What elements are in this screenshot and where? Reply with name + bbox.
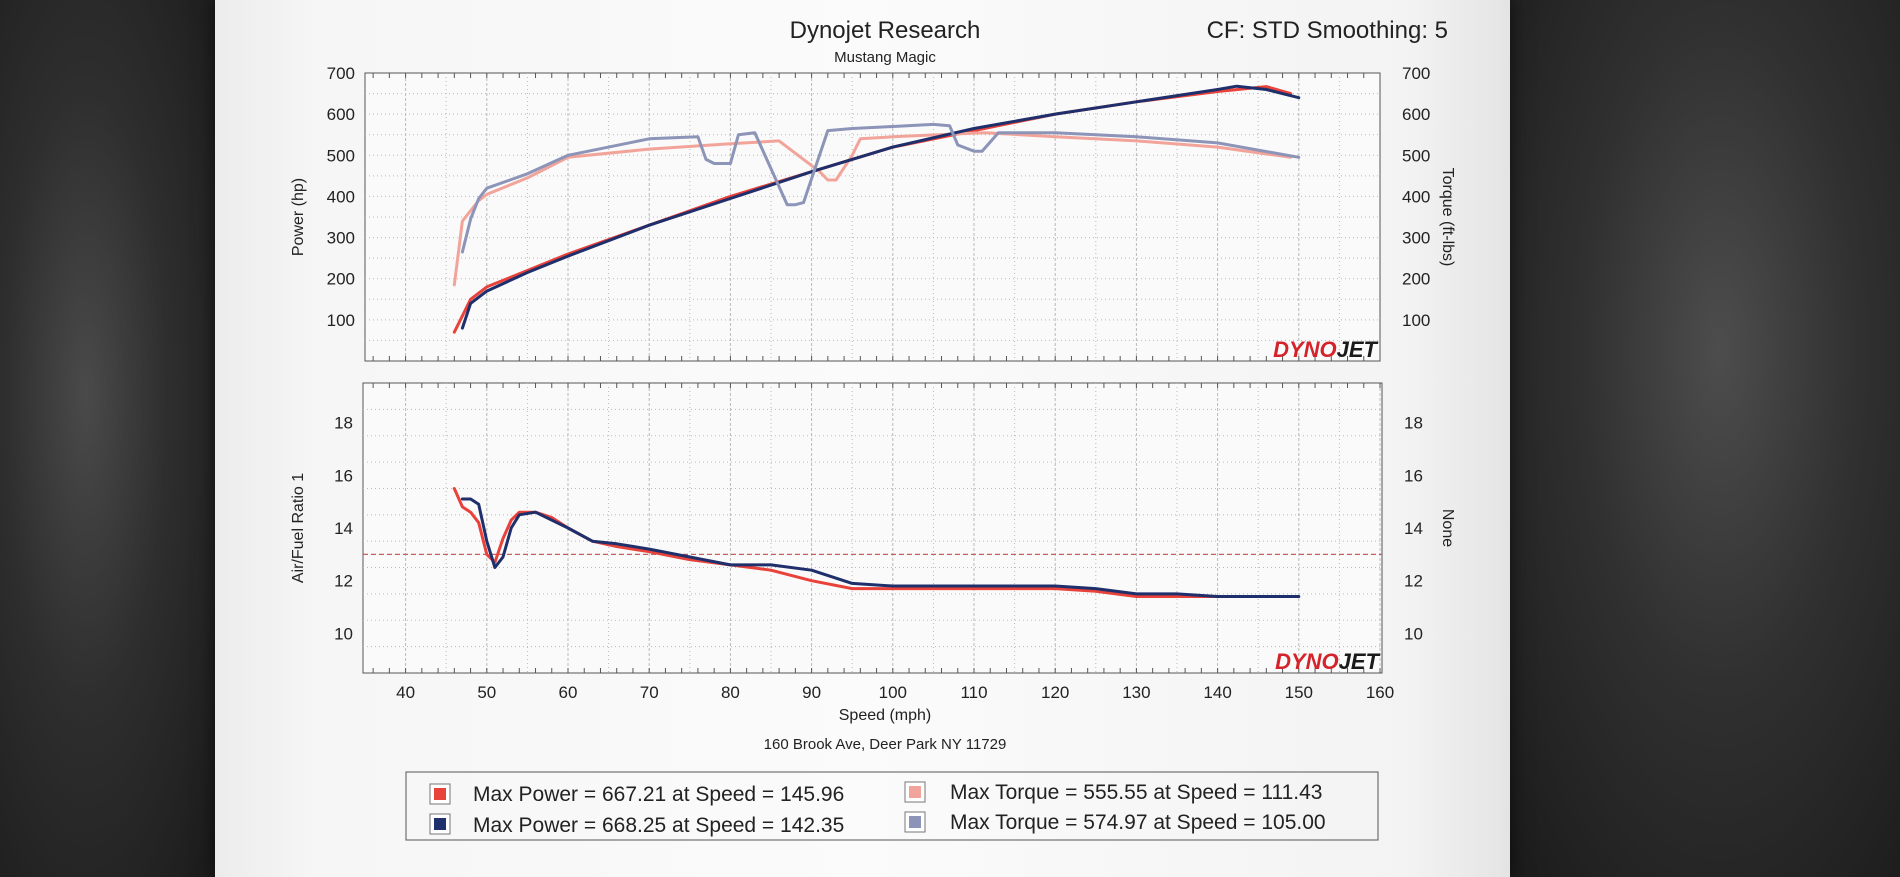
- legend-swatch-run2-torque: [909, 816, 921, 828]
- y-tick-label: 100: [327, 311, 355, 330]
- legend-swatch-run1-power: [434, 788, 446, 800]
- y2-axis-label: None: [1439, 509, 1456, 547]
- series-line-4: [460, 122, 1301, 254]
- x-tick-label: 60: [559, 683, 578, 702]
- y-tick-label: 400: [327, 187, 355, 206]
- y2-tick-label: 300: [1402, 229, 1430, 248]
- series-line-3: [460, 84, 1301, 330]
- legend-run2-torque: Max Torque = 574.97 at Speed = 105.00: [950, 811, 1326, 834]
- y2-tick-label: 18: [1404, 414, 1423, 433]
- x-tick-label: 90: [802, 683, 821, 702]
- address-text: 160 Brook Ave, Deer Park NY 11729: [764, 736, 1007, 753]
- x-axis-label: Speed (mph): [839, 707, 932, 724]
- plot-frame: [362, 382, 1383, 674]
- settings-label: CF: STD Smoothing: 5: [1207, 17, 1448, 44]
- logo-part-dyno: DYNO: [1273, 337, 1337, 362]
- y-axis-label: Air/Fuel Ratio 1: [290, 473, 307, 583]
- y-axis-label: Power (hp): [290, 178, 307, 256]
- y2-tick-label: 100: [1402, 311, 1430, 330]
- x-tick-label: 140: [1203, 683, 1231, 702]
- x-tick-label: 150: [1285, 683, 1313, 702]
- y2-axis-label: Torque (ft-lbs): [1439, 168, 1456, 267]
- y-tick-label: 10: [334, 624, 353, 643]
- x-tick-label: 80: [721, 683, 740, 702]
- y-tick-label: 300: [327, 229, 355, 248]
- x-tick-label: 40: [396, 683, 415, 702]
- y2-tick-label: 400: [1402, 187, 1430, 206]
- x-tick-label: 160: [1366, 683, 1394, 702]
- y2-tick-label: 10: [1404, 624, 1423, 643]
- y-tick-label: 700: [327, 64, 355, 83]
- legend-run1-power: Max Power = 667.21 at Speed = 145.96: [473, 783, 844, 806]
- legend-run1-torque: Max Torque = 555.55 at Speed = 111.43: [950, 781, 1322, 804]
- afr-plot: 10 12 14 16 18 10 12 14 16 18 Air/Fuel Ratio 1 None…: [290, 382, 1456, 702]
- legend: Max Power = 667.21 at Speed = 145.96 Max…: [405, 771, 1379, 841]
- y2-tick-label: 200: [1402, 270, 1430, 289]
- y-tick-label: 600: [327, 105, 355, 124]
- legend-swatch-run2-power: [434, 818, 446, 830]
- y-tick-label: 12: [334, 572, 353, 591]
- plot-frame: [364, 72, 1381, 362]
- series-line-2: [460, 497, 1301, 598]
- dynojet-logo: DYNOJET: [1275, 649, 1380, 674]
- y2-tick-label: 500: [1402, 146, 1430, 165]
- y2-tick-label: 16: [1404, 466, 1423, 485]
- x-tick-label: 120: [1041, 683, 1069, 702]
- y-tick-label: 14: [334, 519, 353, 538]
- x-tick-label: 130: [1122, 683, 1150, 702]
- y-tick-label: 200: [327, 270, 355, 289]
- y2-tick-label: 600: [1402, 105, 1430, 124]
- x-tick-label: 110: [960, 683, 987, 702]
- background-right: [1500, 0, 1900, 877]
- y-tick-label: 500: [327, 146, 355, 165]
- background-left: [0, 0, 215, 877]
- chart-subtitle: Mustang Magic: [834, 49, 936, 66]
- dynojet-logo: DYNOJET: [1273, 337, 1378, 362]
- x-tick-label: 70: [640, 683, 659, 702]
- y2-tick-label: 12: [1404, 572, 1423, 591]
- logo-part-jet: JET: [1337, 337, 1379, 362]
- logo-part-dyno: DYNO: [1275, 649, 1339, 674]
- chart-title: Dynojet Research: [790, 17, 981, 44]
- x-tick-label: 50: [477, 683, 496, 702]
- y2-tick-label: 14: [1404, 519, 1423, 538]
- legend-run2-power: Max Power = 668.25 at Speed = 142.35: [473, 814, 844, 837]
- legend-swatch-run1-torque: [909, 786, 921, 798]
- x-tick-label: 100: [879, 683, 907, 702]
- y-tick-label: 16: [334, 466, 353, 485]
- logo-part-jet: JET: [1339, 649, 1381, 674]
- y-tick-label: 18: [334, 414, 353, 433]
- power-torque-plot: 100 200 300 400 500 600 700 100 200 300 400 500 600 7…: [290, 64, 1456, 362]
- y2-tick-label: 700: [1402, 64, 1430, 83]
- series-line-2: [452, 131, 1293, 287]
